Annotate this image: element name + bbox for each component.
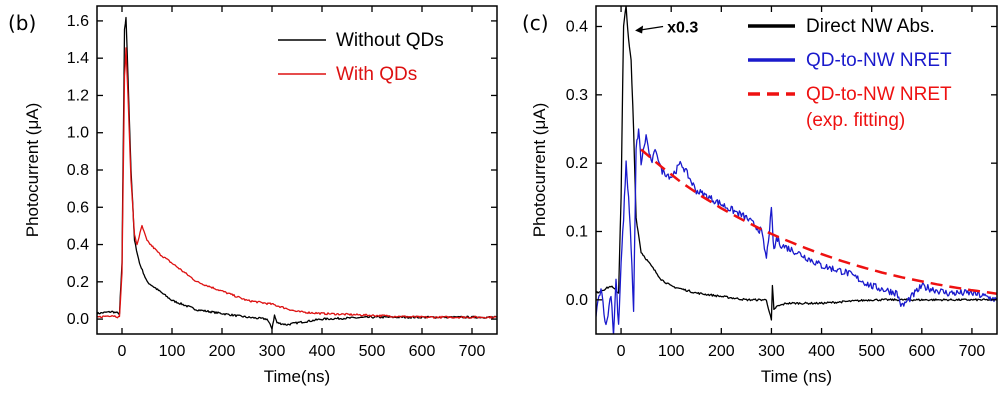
panel-b: 0 100 200 300 400 500 600 700 0.0 0.2 0.4 0.6 0.8 1.0… [8, 5, 498, 386]
y-tick-label: 0.2 [566, 155, 588, 172]
x-tick-label: 700 [959, 343, 986, 360]
series-line-1 [596, 6, 997, 321]
series-line-3 [640, 148, 997, 295]
legend-label: QD-to-NW NRET [806, 84, 952, 105]
x-tick-label: 0 [617, 343, 626, 360]
panel-label: (b) [8, 11, 36, 35]
y-tick-label: 0.8 [67, 162, 89, 179]
x-tick-label: 300 [758, 343, 785, 360]
y-axis-title: Photocurrent (μA) [530, 103, 549, 238]
y-tick-label: 0.4 [67, 237, 89, 254]
y-tick-label: 0.4 [566, 19, 588, 36]
x-tick-label: 300 [259, 343, 286, 360]
x-tick-label: 200 [209, 343, 236, 360]
x-tick-label: 600 [908, 343, 935, 360]
series-line-2 [97, 47, 497, 319]
y-tick-label: 0.6 [67, 199, 89, 216]
x-tick-label: 700 [459, 343, 486, 360]
y-tick-label: 1.4 [67, 50, 89, 67]
plot-frame [595, 5, 998, 335]
x-tick-label: 600 [409, 343, 436, 360]
panel-c: 0 100 200 300 400 500 600 700 0.0 0.1 0.2 0.3 0.4 Tim… [522, 5, 998, 386]
series-line-2 [596, 128, 997, 334]
annotation-label: x0.3 [667, 20, 698, 37]
annotation-arrowhead [635, 25, 644, 34]
x-axis-title: Time(ns) [264, 367, 330, 386]
legend-label: QD-to-NW NRET [806, 50, 952, 71]
plot-frame [96, 5, 498, 335]
x-tick-label: 400 [309, 343, 336, 360]
y-tick-label: 0.3 [566, 87, 588, 104]
legend-label: Direct NW Abs. [806, 16, 935, 37]
x-tick-label: 200 [708, 343, 735, 360]
x-tick-label: 100 [658, 343, 685, 360]
y-tick-label: 1.0 [67, 125, 89, 142]
x-tick-label: 500 [359, 343, 386, 360]
y-tick-label: 0.0 [67, 311, 89, 328]
x-tick-label: 100 [159, 343, 186, 360]
legend-label: Without QDs [336, 30, 444, 51]
x-tick-label: 500 [858, 343, 885, 360]
y-tick-label: 0.1 [566, 224, 588, 241]
series-line-1 [97, 16, 497, 330]
x-tick-label: 0 [118, 343, 127, 360]
y-tick-label: 1.2 [67, 87, 89, 104]
y-tick-label: 0.2 [67, 274, 89, 291]
y-tick-label: 0.0 [566, 292, 588, 309]
x-tick-label: 400 [808, 343, 835, 360]
legend-label: (exp. fitting) [806, 110, 905, 131]
x-axis-title: Time (ns) [761, 367, 832, 386]
y-axis-title: Photocurrent (μA) [23, 103, 42, 238]
legend-label: With QDs [336, 64, 417, 85]
panel-label: (c) [522, 11, 549, 35]
y-tick-label: 1.6 [67, 13, 89, 30]
